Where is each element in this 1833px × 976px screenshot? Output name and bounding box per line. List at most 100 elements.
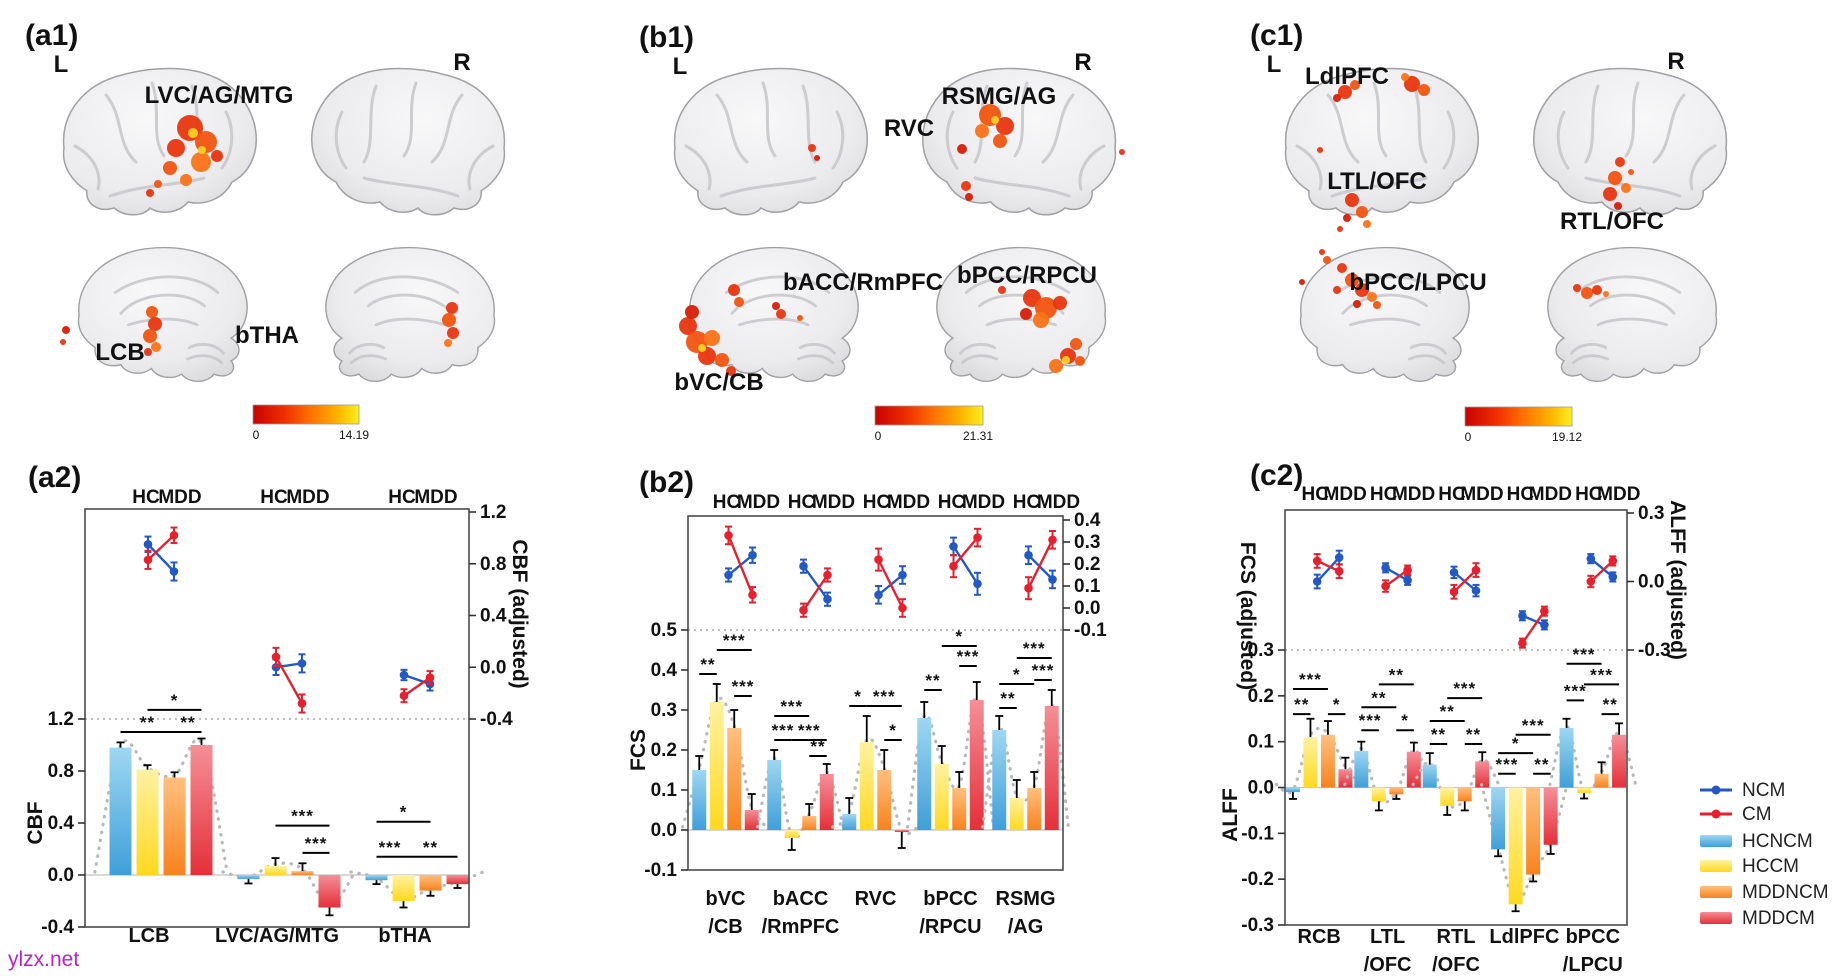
point-line-ncm	[1316, 556, 1341, 583]
activation-blob	[726, 366, 736, 376]
category-label: bPCC	[1566, 926, 1620, 948]
sig-stars: ***	[1299, 670, 1322, 689]
activation-blob	[163, 161, 177, 175]
sig-stars: *	[1013, 665, 1021, 684]
sig-stars: ***	[723, 631, 746, 650]
bar-hccm	[392, 875, 415, 901]
point-cm	[949, 561, 958, 571]
sig-stars: *	[955, 627, 963, 646]
brain-sulcus	[1624, 81, 1640, 158]
bar-mddncm	[1320, 734, 1335, 788]
point-line-cm	[802, 574, 829, 611]
sig-stars: ***	[780, 697, 803, 716]
sig-stars: **	[810, 737, 825, 756]
region-label: LVC/AG/MTG	[145, 82, 294, 109]
group-header-hc: HC	[1507, 484, 1535, 505]
group-header-hc: HC	[863, 492, 891, 513]
category-label: bPCC	[923, 888, 977, 910]
activation-blob	[1355, 283, 1369, 297]
brain-sulcus	[1571, 354, 1610, 365]
brain-sulcus	[1652, 93, 1686, 164]
brain-sulcus	[73, 144, 101, 191]
brain-panel-b1: (b1)L R RSMG/AG RVC bACC/RmPFC bPCC/RPCU bVC/C…	[639, 21, 1125, 443]
point-cm	[271, 652, 281, 662]
tick-label-left: 0.2	[1248, 686, 1274, 707]
point-cm	[1403, 565, 1412, 575]
tick-label-left: 0.0	[1248, 778, 1274, 799]
axis-title-left: CBF	[24, 801, 47, 844]
activation-blob	[1615, 157, 1625, 167]
legend-label: HCNCM	[1742, 831, 1813, 852]
bar-mddcm	[1612, 734, 1627, 788]
brain-sulcus	[402, 81, 418, 158]
bar-hccm	[136, 769, 159, 875]
point-ncm	[973, 579, 982, 589]
axis-title-right: FCS (adjusted)	[1236, 542, 1259, 690]
bar-mddncm	[163, 777, 186, 875]
point-line-cm	[727, 534, 754, 596]
group-header-hc: HC	[938, 492, 966, 513]
bar-hcncm	[692, 770, 707, 830]
activation-blob	[144, 348, 152, 356]
sig-stars: **	[1466, 725, 1481, 744]
point-ncm	[143, 540, 153, 549]
bar-hccm	[1371, 787, 1386, 802]
activation-blob	[1614, 202, 1622, 210]
bar-mddcm	[969, 700, 984, 830]
tick-label-left: 0.4	[651, 660, 678, 681]
brain-sulcus	[104, 93, 138, 164]
brain-sulcus	[945, 110, 959, 170]
bar-mddncm	[802, 816, 817, 830]
activation-blob	[728, 284, 740, 296]
point-ncm	[748, 550, 757, 560]
brain-sulcus	[348, 342, 386, 355]
sig-stars: **	[700, 655, 715, 674]
brain-sulcus	[985, 317, 1057, 327]
activation-blob	[704, 330, 720, 346]
region-label: RTL/OFC	[1560, 208, 1664, 235]
activation-blob	[60, 339, 66, 345]
brain-sulcus	[1596, 317, 1668, 327]
tick-label-left: 0.3	[651, 700, 677, 721]
activation-blob	[148, 317, 162, 331]
bar-mddcm	[190, 745, 213, 875]
bar-hcncm	[1491, 787, 1506, 850]
legend-swatch	[1700, 860, 1732, 872]
group-header-hc: HC	[1575, 484, 1603, 505]
bar-hccm	[934, 764, 949, 830]
brain-sulcus	[1078, 144, 1106, 191]
legend-label: MDDCM	[1742, 908, 1815, 929]
point-line-cm	[1521, 610, 1546, 644]
sig-stars: **	[1371, 688, 1386, 707]
sig-stars: **	[1534, 755, 1549, 774]
point-ncm	[297, 659, 307, 668]
activation-blob	[1345, 193, 1359, 207]
sig-stars: ***	[1590, 665, 1613, 684]
bar-hcncm	[1559, 727, 1574, 788]
point-cm	[748, 590, 757, 600]
tick-label-left: -0.4	[41, 917, 74, 938]
activation-blob	[965, 193, 973, 201]
sig-stars: *	[171, 691, 179, 710]
watermark: ylzx.net	[8, 948, 80, 971]
sig-stars: *	[854, 687, 862, 706]
activation-blob	[188, 128, 198, 138]
brain-outline	[673, 67, 868, 216]
activation-blob	[1062, 356, 1070, 364]
brain-outline	[1533, 67, 1728, 216]
activation-blob	[1401, 73, 1409, 81]
point-ncm	[1381, 563, 1390, 573]
activation-blob	[1581, 287, 1593, 299]
group-header-mdd: MDD	[158, 487, 201, 508]
brain-sulcus	[1442, 110, 1456, 170]
category-label: /CB	[708, 916, 742, 938]
brain-outline	[1299, 247, 1470, 383]
activation-blob	[1603, 291, 1609, 297]
axis-title-left: FCS	[627, 729, 650, 771]
activation-blob	[797, 315, 803, 321]
region-label: bPCC/RPCU	[957, 262, 1097, 289]
region-label: RSMG/AG	[942, 83, 1057, 110]
sig-stars: ***	[873, 687, 896, 706]
brain-panel-a1: (a1)L R LVC/AG/MTG LCB bTHA 0 14.19	[25, 19, 506, 442]
activation-blob	[679, 317, 697, 335]
